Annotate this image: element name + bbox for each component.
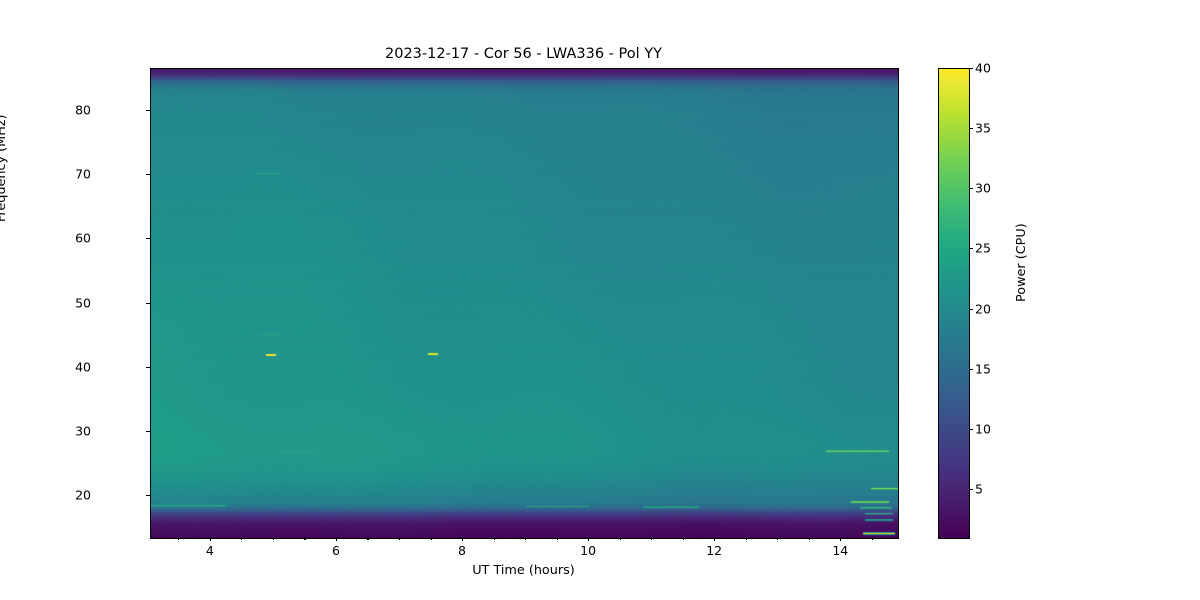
colorbar-tick-mark — [969, 308, 973, 310]
page-title: 2023-12-17 - Cor 56 - LWA336 - Pol YY — [385, 46, 662, 62]
colorbar-label: Power (CPU) — [1014, 223, 1029, 302]
colorbar-tick-mark — [969, 428, 973, 430]
x-axis-minor-tick-mark — [808, 537, 810, 540]
x-axis-minor-tick-mark — [304, 537, 306, 540]
colorbar-tick-mark — [969, 488, 973, 490]
spectrogram-plot-area[interactable] — [150, 68, 899, 539]
x-axis-minor-tick-mark — [430, 537, 432, 540]
y-axis-tick-label: 40 — [75, 359, 91, 375]
x-axis-minor-tick-mark — [871, 537, 873, 540]
x-axis-minor-tick-mark — [619, 537, 621, 540]
x-axis-tick-label: 4 — [205, 543, 214, 558]
x-axis-tick-mark — [462, 537, 464, 541]
x-axis-minor-tick-mark — [682, 537, 684, 540]
y-axis-tick-label: 80 — [75, 102, 91, 118]
x-axis-label: UT Time (hours) — [472, 563, 575, 578]
x-axis-tick-mark — [588, 537, 590, 541]
x-axis-minor-tick-mark — [178, 537, 180, 540]
colorbar-tick-label: 35 — [975, 120, 991, 136]
colorbar-tick-mark — [969, 248, 973, 250]
x-axis-minor-tick-mark — [493, 537, 495, 540]
y-axis-tick-mark — [146, 366, 150, 368]
x-axis-tick-mark — [714, 537, 716, 541]
colorbar[interactable] — [938, 68, 970, 539]
x-axis-tick-label: 6 — [331, 543, 340, 558]
colorbar-tick-label: 5 — [975, 481, 983, 497]
colorbar-tick-label: 25 — [975, 240, 991, 256]
x-axis-minor-tick-mark — [777, 537, 779, 540]
y-axis-tick-mark — [146, 430, 150, 433]
colorbar-tick-mark — [969, 368, 973, 370]
x-axis-minor-tick-mark — [399, 537, 401, 540]
x-axis-tick-label: 10 — [580, 543, 597, 558]
y-axis-tick-label: 70 — [75, 166, 91, 182]
colorbar-tick-label: 10 — [975, 421, 991, 437]
y-axis-tick-mark — [146, 109, 150, 111]
x-axis-minor-tick-mark — [651, 537, 653, 540]
y-axis-tick-label: 20 — [75, 487, 91, 503]
x-axis-minor-tick-mark — [556, 537, 558, 540]
x-axis-tick-label: 14 — [832, 543, 849, 558]
x-axis-minor-tick-mark — [525, 537, 527, 540]
colorbar-tick-label: 15 — [975, 361, 991, 377]
x-axis-minor-tick-mark — [241, 537, 243, 540]
x-axis-tick-mark — [209, 537, 211, 541]
colorbar-tick-mark — [969, 128, 973, 130]
colorbar-tick-label: 20 — [975, 301, 991, 316]
colorbar-tick-label: 40 — [975, 60, 991, 76]
x-axis-minor-tick-mark — [745, 537, 747, 540]
y-axis-tick-mark — [146, 302, 150, 304]
colorbar-gradient-image — [939, 69, 969, 538]
colorbar-tick-mark — [969, 188, 973, 190]
y-axis-tick-mark — [146, 174, 150, 176]
x-axis-minor-tick-mark — [367, 537, 369, 540]
spectrogram-image — [151, 69, 898, 538]
x-axis-minor-tick-mark — [272, 537, 275, 540]
y-axis-tick-label: 50 — [75, 295, 91, 310]
y-axis-tick-label: 30 — [75, 423, 91, 439]
colorbar-tick-label: 30 — [975, 180, 991, 196]
y-axis-tick-mark — [146, 495, 150, 497]
y-axis-tick-mark — [146, 238, 150, 240]
y-axis-tick-label: 60 — [75, 230, 91, 246]
x-axis-tick-label: 8 — [458, 543, 467, 558]
x-axis-tick-label: 12 — [706, 543, 723, 558]
colorbar-tick-mark — [969, 68, 973, 70]
x-axis-tick-mark — [335, 537, 338, 541]
x-axis-tick-mark — [840, 537, 842, 541]
